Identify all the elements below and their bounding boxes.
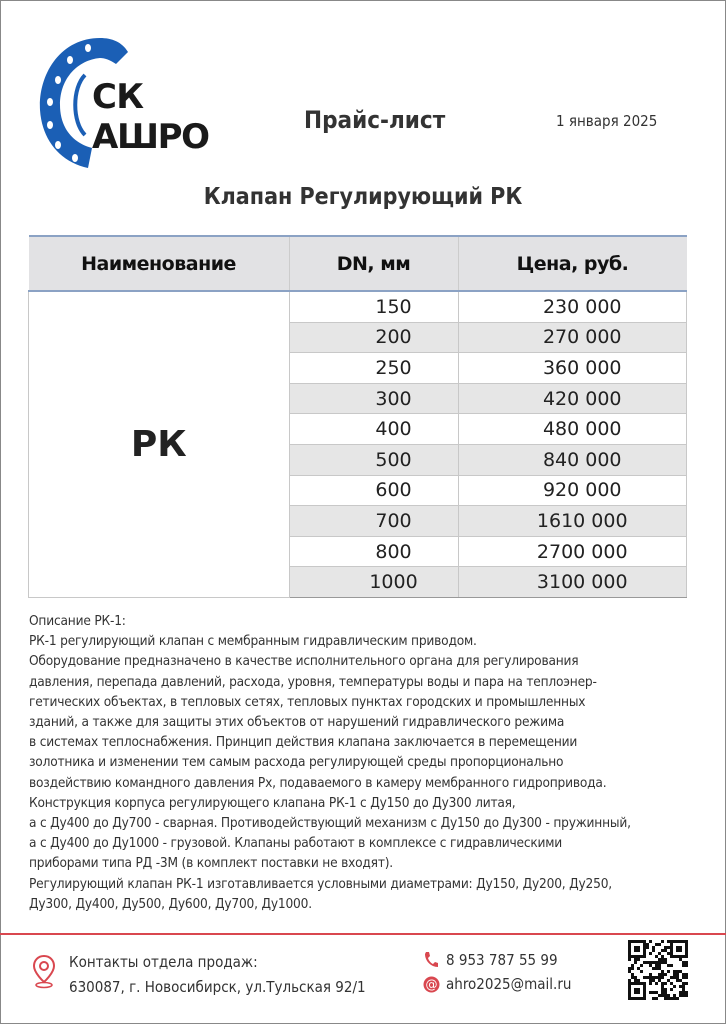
price-cell: 3100 000: [457, 566, 687, 598]
price-cell: 270 000: [457, 321, 687, 354]
table-row: 1000 3100 000: [29, 566, 687, 598]
price-cell: 420 000: [457, 382, 687, 415]
description-line: Конструкция корпуса регулирующего клапан…: [29, 794, 516, 811]
description-line: в системах теплоснабжения. Принцип дейст…: [29, 734, 578, 751]
page-title: Прайс-лист: [304, 106, 446, 134]
price-cell: 230 000: [457, 290, 687, 323]
svg-text:@: @: [426, 978, 438, 992]
product-name-cell: РК: [28, 290, 290, 598]
company-logo: СК АШРО: [30, 30, 220, 170]
price-cell: 920 000: [457, 474, 687, 507]
dn-cell: 250: [288, 352, 459, 384]
description-line: Ду300, Ду400, Ду500, Ду600, Ду700, Ду100…: [29, 895, 312, 912]
column-header-dn: DN, мм: [288, 235, 458, 292]
column-header-name: Наименование: [28, 235, 289, 292]
phone-number[interactable]: 8 953 787 55 99: [446, 951, 558, 969]
description-line: Оборудование предназначено в качестве ис…: [29, 653, 579, 670]
price-cell: 840 000: [457, 443, 687, 476]
svg-text:АШРО: АШРО: [92, 117, 210, 157]
phone-icon: [423, 951, 439, 973]
price-cell: 1610 000: [457, 505, 687, 537]
description-line: РК-1 регулирующий клапан с мембранным ги…: [29, 633, 477, 650]
price-cell: 2700 000: [457, 535, 687, 568]
email-at-icon: @: [423, 976, 440, 997]
description-line: гетических объектах, в тепловых сетях, т…: [29, 693, 586, 710]
email-link[interactable]: ahro2025@mail.ru: [446, 975, 572, 993]
dn-cell: 1000: [288, 566, 459, 598]
table-row: 700 1610 000: [29, 505, 687, 537]
dn-cell: 150: [288, 290, 459, 323]
price-cell: 480 000: [457, 413, 687, 445]
product-title: Клапан Регулирующий РК: [203, 184, 523, 210]
dn-cell: 800: [288, 535, 459, 568]
column-header-price: Цена, руб.: [457, 235, 687, 292]
contacts-label: Контакты отдела продаж:: [69, 953, 258, 971]
table-row: РК 150 230 000: [28, 290, 687, 598]
table-row: 500 840 000: [29, 443, 687, 476]
footer-divider: [0, 933, 726, 935]
svg-text:СК: СК: [92, 77, 144, 117]
dn-cell: 300: [288, 382, 459, 415]
table-row: 400 480 000: [29, 413, 687, 445]
description-line: приборами типа РД -3М (в комплект постав…: [29, 855, 393, 872]
description-line: зданий, а также для защиты этих объектов…: [29, 714, 565, 731]
address: 630087, г. Новосибирск, ул.Тульская 92/1: [69, 978, 366, 996]
qr-code: [628, 940, 688, 1000]
description-line: золотника и изменении тем самым расхода …: [29, 754, 564, 771]
product-description: Описание РК-1: РК-1 регулирующий клапан с…: [29, 611, 719, 914]
dn-cell: 500: [288, 443, 459, 476]
dn-cell: 200: [288, 321, 459, 354]
dn-cell: 400: [288, 413, 459, 445]
description-line: давления, перепада давлений, расхода, ур…: [29, 673, 597, 690]
table-row: 250 360 000: [29, 352, 687, 384]
price-table: Наименование DN, мм Цена, руб. РК 150 230 …: [28, 235, 687, 598]
dn-cell: 600: [288, 474, 459, 507]
table-row: 600 920 000: [29, 474, 687, 507]
table-row: 800 2700 000: [29, 535, 687, 568]
location-pin-icon: [32, 954, 56, 994]
description-line: Описание РК-1:: [29, 613, 126, 629]
price-date: 1 января 2025: [556, 112, 658, 130]
description-line: а с Ду400 до Ду700 - сварная. Противодей…: [29, 815, 631, 832]
table-row: 300 420 000: [29, 382, 687, 415]
table-header: Наименование DN, мм Цена, руб.: [28, 235, 687, 292]
description-line: Регулирующий клапан РК-1 изготавливается…: [29, 875, 612, 892]
dn-cell: 700: [288, 505, 459, 537]
price-cell: 360 000: [457, 352, 687, 384]
description-line: а с Ду400 до Ду1000 - грузовой. Клапаны …: [29, 835, 563, 852]
description-line: воздействию командного давления Px, пода…: [29, 774, 607, 791]
